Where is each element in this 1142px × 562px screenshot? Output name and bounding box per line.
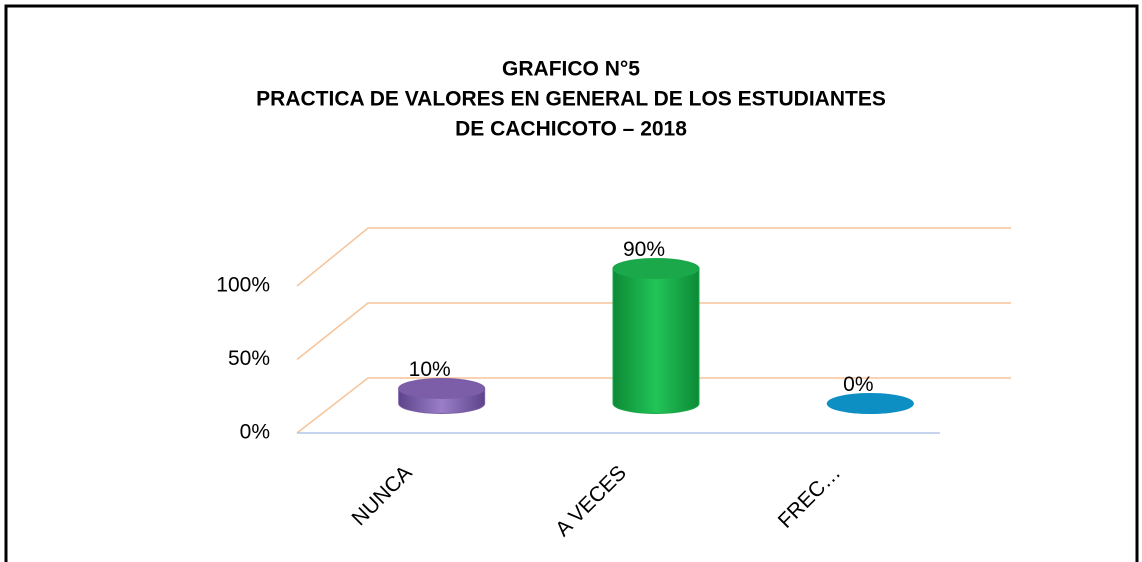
y-tick-label: 100% <box>216 274 270 297</box>
value-label: 0% <box>843 373 873 396</box>
x-tick-label: A VECES <box>551 461 631 541</box>
chart-title: PRACTICA DE VALORES EN GENERAL DE LOS ES… <box>256 88 886 111</box>
frame <box>4 4 1139 562</box>
grid-line <box>296 377 1011 434</box>
bar-top <box>612 258 700 279</box>
bar-top <box>398 378 486 399</box>
y-tick-label: 0% <box>240 421 270 444</box>
grid-line <box>296 227 1011 287</box>
x-tick-label: FREC… <box>774 461 846 533</box>
chart-title: GRAFICO N°5 <box>502 58 640 81</box>
grid-line <box>296 302 1011 361</box>
bar <box>612 268 700 414</box>
chart-title: DE CACHICOTO – 2018 <box>455 118 687 141</box>
y-tick-label: 50% <box>228 347 270 370</box>
x-tick-label: NUNCA <box>348 461 417 530</box>
value-label: 10% <box>409 358 451 381</box>
bar-top <box>826 393 914 414</box>
value-label: 90% <box>623 238 665 261</box>
